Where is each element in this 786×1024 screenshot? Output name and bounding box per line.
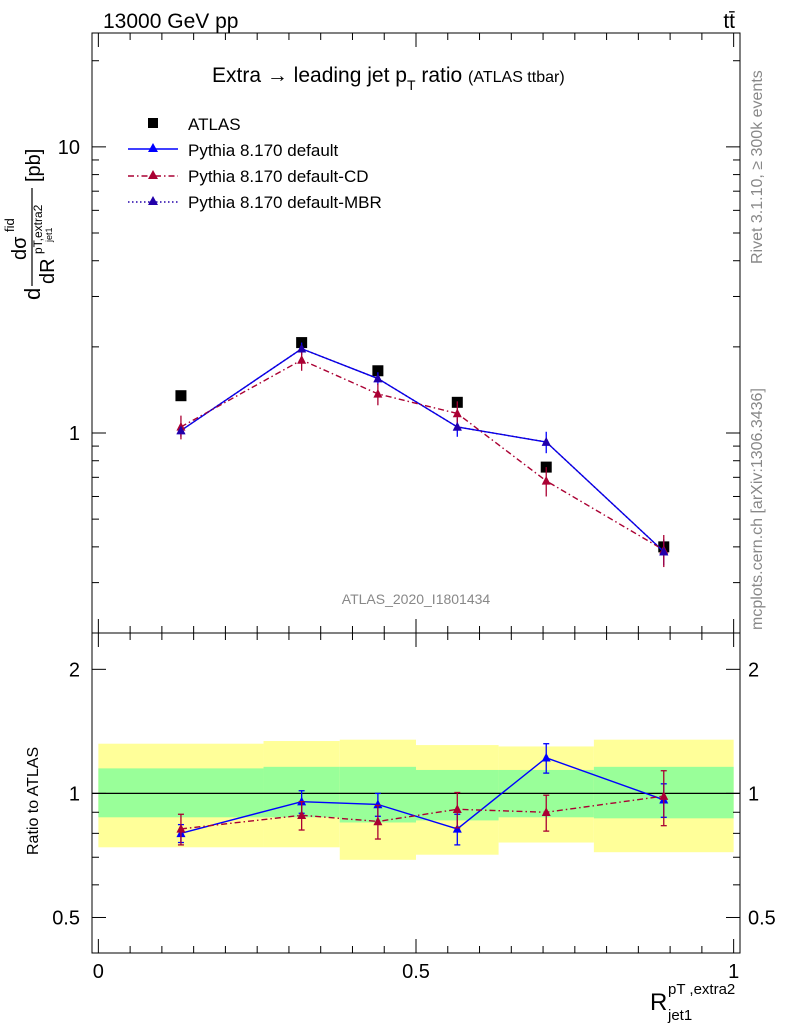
energy-label: 13000 GeV pp bbox=[103, 10, 238, 33]
ratio-panel: 0.5 0.5 1 1 2 2 0 0.5 1 Ratio to ATLAS R pT ,ext… bbox=[25, 632, 776, 1024]
ratio-y-tick-label-right: 2 bbox=[748, 659, 759, 681]
main-ylabel-denominator: dR bbox=[37, 258, 59, 284]
ratio-y-tick-label-right: 1 bbox=[748, 783, 759, 805]
main-panel: 1 10 ATLAS_2020_I1801434 Extra → leading … bbox=[2, 32, 741, 634]
title-rest: ratio bbox=[416, 64, 463, 87]
ratio-series-marker-1 bbox=[541, 807, 551, 817]
series-marker-2 bbox=[452, 408, 462, 418]
ratio-xlabel-main: R bbox=[650, 989, 667, 1016]
ratio-x-tick-label: 0 bbox=[93, 961, 104, 983]
main-ylabel-numerator: dσ bbox=[9, 236, 31, 260]
main-ylabel-fid: fid bbox=[2, 218, 17, 232]
series-line-3 bbox=[180, 347, 665, 553]
atlas-data-point bbox=[175, 390, 187, 402]
ratio-y-tick-label: 1 bbox=[69, 783, 80, 805]
legend-marker-default-cd bbox=[148, 170, 158, 179]
ratio-xlabel: R pT ,extra2 jet1 bbox=[650, 981, 735, 1024]
ratio-series-line-1 bbox=[180, 795, 664, 830]
series-marker-2 bbox=[297, 354, 307, 364]
ratio-ylabel: Ratio to ATLAS bbox=[25, 747, 42, 855]
ratio-y-tick-label: 0.5 bbox=[52, 907, 80, 929]
ratio-series-marker-1 bbox=[452, 804, 462, 814]
series-line-1 bbox=[180, 347, 665, 553]
ratio-series-marker-1 bbox=[297, 810, 307, 820]
ratio-x-tick-label: 1 bbox=[728, 961, 739, 983]
ratio-y-tick-label: 2 bbox=[69, 659, 80, 681]
legend-marker-atlas bbox=[148, 118, 158, 128]
series-marker-2 bbox=[541, 475, 551, 485]
series-marker-3 bbox=[541, 437, 551, 446]
title-small: (ATLAS ttbar) bbox=[468, 69, 565, 86]
legend-label-default-mbr: Pythia 8.170 default-MBR bbox=[188, 193, 382, 212]
series-marker-3 bbox=[452, 421, 462, 431]
rivet-label: Rivet 3.1.10, ≥ 300k events bbox=[749, 70, 766, 264]
ratio-series-marker-0 bbox=[541, 752, 551, 762]
ratio-x-tick-label: 0.5 bbox=[402, 961, 430, 983]
main-ylabel-sup: pT,extra2 bbox=[31, 204, 45, 254]
chart-title: Extra → leading jet pT ratio (ATLAS ttba… bbox=[212, 64, 565, 93]
ratio-xlabel-sup: pT ,extra2 bbox=[668, 981, 735, 998]
series-marker-3 bbox=[297, 343, 307, 353]
process-label: tt̄ bbox=[723, 10, 735, 33]
series-marker-3 bbox=[659, 546, 669, 556]
series-marker-2 bbox=[373, 388, 383, 398]
main-y-tick-label: 1 bbox=[69, 423, 80, 445]
atlas-data-point bbox=[372, 365, 384, 377]
ratio-xlabel-sub: jet1 bbox=[667, 1007, 692, 1024]
main-ylabel-unit: [pb] bbox=[23, 149, 45, 182]
mcplots-label: mcplots.cern.ch [arXiv:1306.3436] bbox=[749, 388, 766, 630]
ratio-series-marker-1 bbox=[659, 791, 669, 800]
legend-label-default-cd: Pythia 8.170 default-CD bbox=[188, 167, 369, 186]
main-ylabel: d dσ fid dR pT,extra2 jet1 [pb] bbox=[2, 149, 59, 300]
main-ylabel-sub: jet1 bbox=[44, 227, 54, 243]
ratio-series-line-0 bbox=[180, 757, 665, 835]
legend: ATLAS Pythia 8.170 default Pythia 8.170 … bbox=[128, 115, 382, 212]
ratio-y-tick-label-right: 0.5 bbox=[748, 907, 776, 929]
main-ylabel-d: d bbox=[20, 288, 45, 300]
title-sub: T bbox=[407, 77, 416, 93]
series-marker-3 bbox=[176, 425, 186, 435]
legend-marker-default bbox=[148, 143, 158, 152]
analysis-label: ATLAS_2020_I1801434 bbox=[342, 591, 491, 607]
ratio-series-marker-1 bbox=[176, 823, 186, 833]
main-y-tick-label: 10 bbox=[58, 137, 80, 159]
legend-label-default: Pythia 8.170 default bbox=[188, 141, 339, 160]
title-main: Extra → leading jet p bbox=[212, 64, 407, 87]
series-marker-3 bbox=[373, 373, 383, 383]
ratio-series-marker-1 bbox=[373, 816, 383, 826]
series-line-2 bbox=[180, 359, 665, 551]
legend-label-atlas: ATLAS bbox=[188, 115, 241, 134]
legend-marker-default-mbr bbox=[148, 196, 158, 205]
